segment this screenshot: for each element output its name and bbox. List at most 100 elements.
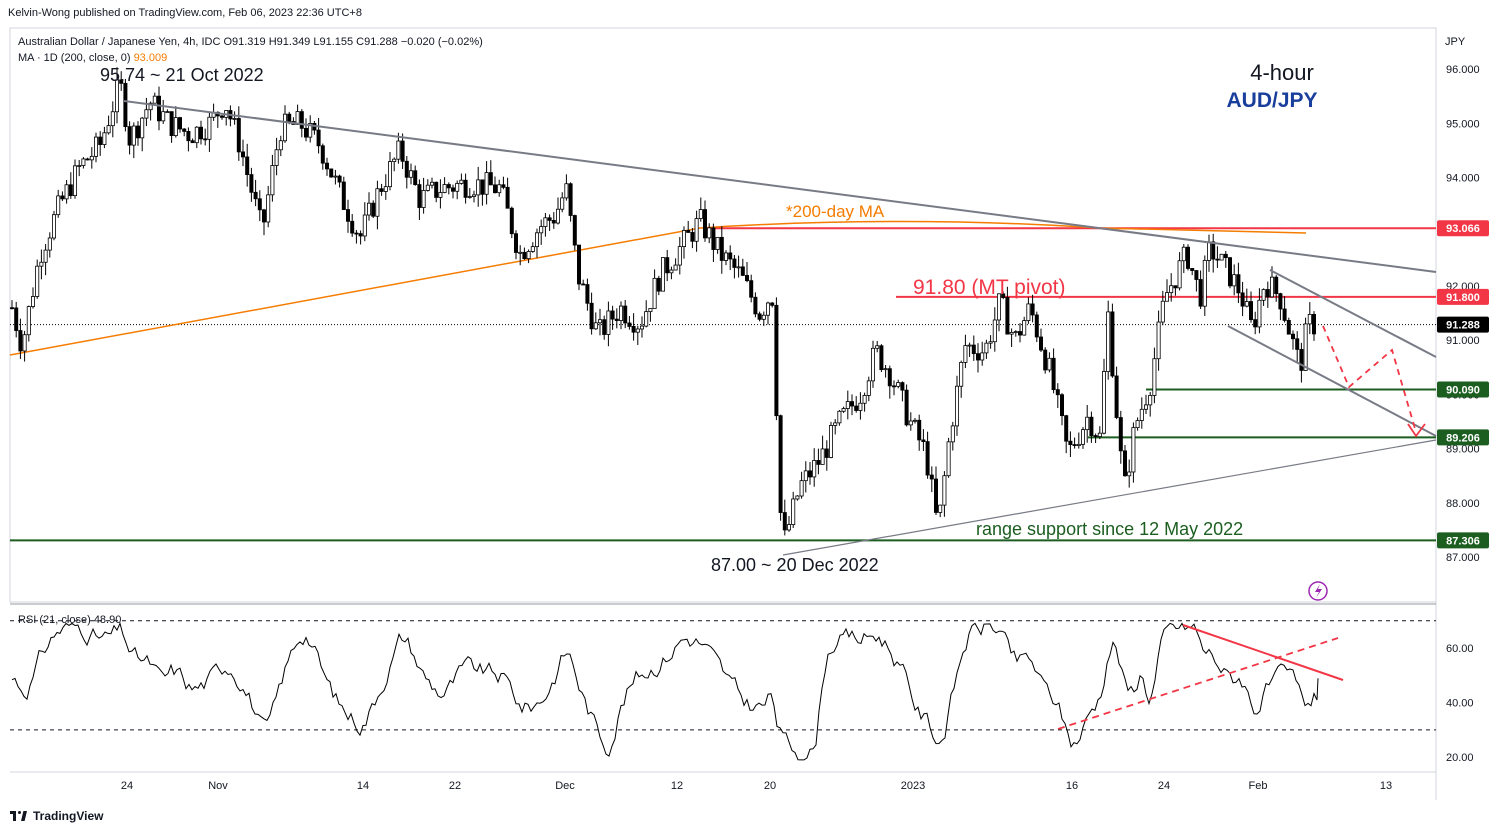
candle-body [568,183,573,216]
candle-body [787,524,792,531]
chart-subtitle: AUD/JPY [1226,89,1317,112]
ma-legend-label: MA · 1D (200, close, 0) [18,52,131,64]
candle-body [988,341,993,344]
candle-body [736,266,741,269]
candle-body [26,306,31,336]
candle-body [18,330,23,352]
candle-body [236,118,241,153]
candle-body [1139,408,1144,421]
candle-body [1270,276,1275,298]
candle-body [782,512,787,531]
candle-body [1114,375,1119,418]
candle-body [539,226,544,234]
price-label-text: 90.090 [1446,385,1480,397]
candle-body [127,126,132,146]
candle-body [875,345,880,349]
channel-lower-line [1227,325,1437,437]
candle-body [1152,358,1157,396]
rsi-legend[interactable]: RSI (21, close) 48.90 [18,614,121,626]
price-axis[interactable]: 96.00095.00094.00093.00092.00091.00090.0… [1446,64,1480,564]
symbol-legend[interactable]: Australian Dollar / Japanese Yen, 4h, ID… [18,36,483,48]
candle-body [929,474,934,480]
candle-body [631,326,636,333]
candle-body [1030,303,1035,316]
alert-icon[interactable] [1308,581,1328,601]
candle-body [581,283,586,286]
candle-body [459,179,464,184]
candle-body [219,115,224,118]
candle-body [761,314,766,320]
candle-body [320,145,325,164]
candle-body [1202,260,1207,307]
candle-body [719,236,724,261]
candle-body [799,480,804,497]
candle-body [551,219,556,224]
candle-body [190,140,195,144]
candle-body [1236,274,1241,294]
candle-body [652,277,657,309]
candle-body [73,165,78,197]
candle-body [1106,311,1111,372]
candle-body [1274,276,1279,295]
candle-body [1261,289,1266,301]
candle-body [1156,321,1161,360]
candle-body [203,138,208,141]
candle-body [661,257,666,292]
candle-body [1186,246,1191,269]
candle-body [908,420,913,426]
candle-body [841,408,846,412]
candle-body [997,293,1002,321]
candle-body [925,441,930,476]
candle-body [795,495,800,500]
candle-body [728,252,733,260]
time-tick-label: Dec [555,780,575,792]
candle-body [396,140,401,160]
candle-body [1249,301,1254,321]
ma-legend-value: 93.009 [133,52,168,64]
rsi-line [11,621,1319,761]
candle-body [1118,417,1123,452]
candle-body [1299,349,1304,371]
tradingview-brand[interactable]: TradingView [10,809,103,823]
time-tick-label: 22 [449,780,461,792]
candle-body [837,410,842,424]
level-lines [10,227,1436,542]
candle-body [43,249,48,263]
candle-body [854,405,859,411]
candle-body [980,352,985,361]
rsi-tick-label: 40.00 [1446,698,1474,710]
candle-body [1026,303,1031,321]
time-axis[interactable]: 24 Nov 14 22 Dec 12 20 2023 16 24 Feb 13 [121,780,1392,792]
candle-body [921,439,926,442]
candle-body [442,184,447,193]
candle-body [308,123,313,138]
price-tick-label: 89.000 [1446,444,1480,456]
candle-body [177,117,182,130]
candle-body [253,191,258,200]
candle-body [656,277,661,292]
tradingview-wordmark: TradingView [33,809,104,823]
candle-body [1051,357,1056,391]
candle-body [866,380,871,396]
candle-body [1039,336,1044,351]
candle-body [9,307,14,310]
rsi-support-trendline [1057,637,1339,730]
candle-body [1102,371,1107,434]
candle-body [816,460,821,465]
price-chart[interactable]: JPY 96.00095.00094.00093.00092.00091.000… [0,0,1502,800]
candle-body [627,322,632,327]
candle-body [287,113,292,122]
rsi-axis[interactable]: 60.00 40.00 20.00 [1446,643,1474,764]
candle-body [1257,299,1262,328]
candle-body [366,202,371,216]
ma-legend[interactable]: MA · 1D (200, close, 0) 93.009 [18,52,167,64]
candle-body [316,129,321,147]
price-label-box [1437,288,1489,305]
tradingview-logo-icon [10,811,28,821]
candle-body [1131,427,1136,473]
candle-body [640,325,645,330]
candle-body [1228,257,1233,287]
rsi-tick-label: 20.00 [1446,752,1474,764]
candle-body [669,269,674,274]
candle-body [375,188,380,217]
